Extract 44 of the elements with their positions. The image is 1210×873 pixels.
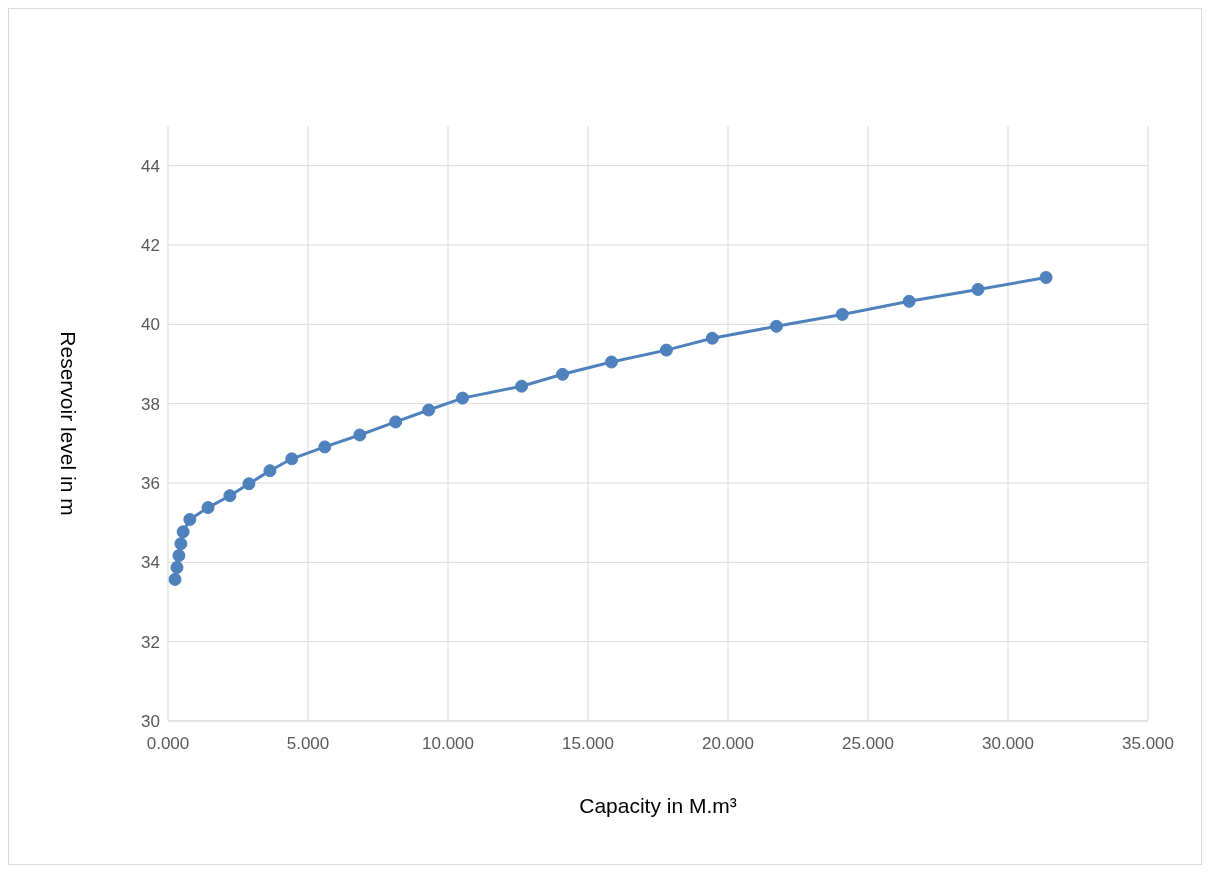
point — [201, 501, 215, 515]
x-tick-label: 10.000 — [422, 734, 474, 754]
point — [1039, 271, 1053, 285]
point — [172, 549, 186, 563]
x-tick-label: 25.000 — [842, 734, 894, 754]
x-axis-title: Capacity in M.m³ — [579, 794, 737, 817]
point — [515, 379, 529, 393]
x-tick-label: 20.000 — [702, 734, 754, 754]
point — [174, 537, 188, 551]
y-tick-label: 42 — [141, 236, 160, 256]
x-tick-label: 35.000 — [1122, 734, 1174, 754]
point — [769, 319, 783, 333]
y-tick-label: 36 — [141, 474, 160, 494]
x-tick-label: 0.000 — [146, 734, 190, 754]
point — [705, 331, 719, 345]
point — [835, 307, 849, 321]
point — [389, 415, 403, 429]
point — [263, 464, 277, 478]
x-tick-label: 15.000 — [562, 734, 614, 754]
point — [285, 452, 299, 466]
y-axis-title: Reservoir level in m — [56, 331, 80, 516]
point — [242, 477, 256, 491]
y-tick-label: 34 — [141, 553, 160, 573]
point — [318, 440, 332, 454]
point — [353, 428, 367, 442]
point — [456, 391, 470, 405]
x-tick-label: 5.000 — [286, 734, 330, 754]
point — [168, 572, 182, 586]
x-tick-label: 30.000 — [982, 734, 1034, 754]
point — [183, 512, 197, 526]
y-tick-label: 40 — [141, 315, 160, 335]
point — [902, 294, 916, 308]
point — [170, 560, 184, 574]
point — [605, 355, 619, 369]
y-tick-label: 30 — [141, 712, 160, 732]
point — [176, 525, 190, 539]
point — [223, 489, 237, 503]
point — [971, 282, 985, 296]
y-tick-label: 38 — [141, 394, 160, 414]
point — [659, 343, 673, 357]
y-tick-label: 32 — [141, 632, 160, 652]
point — [556, 367, 570, 381]
y-tick-label: 44 — [141, 156, 160, 176]
point — [422, 403, 436, 417]
